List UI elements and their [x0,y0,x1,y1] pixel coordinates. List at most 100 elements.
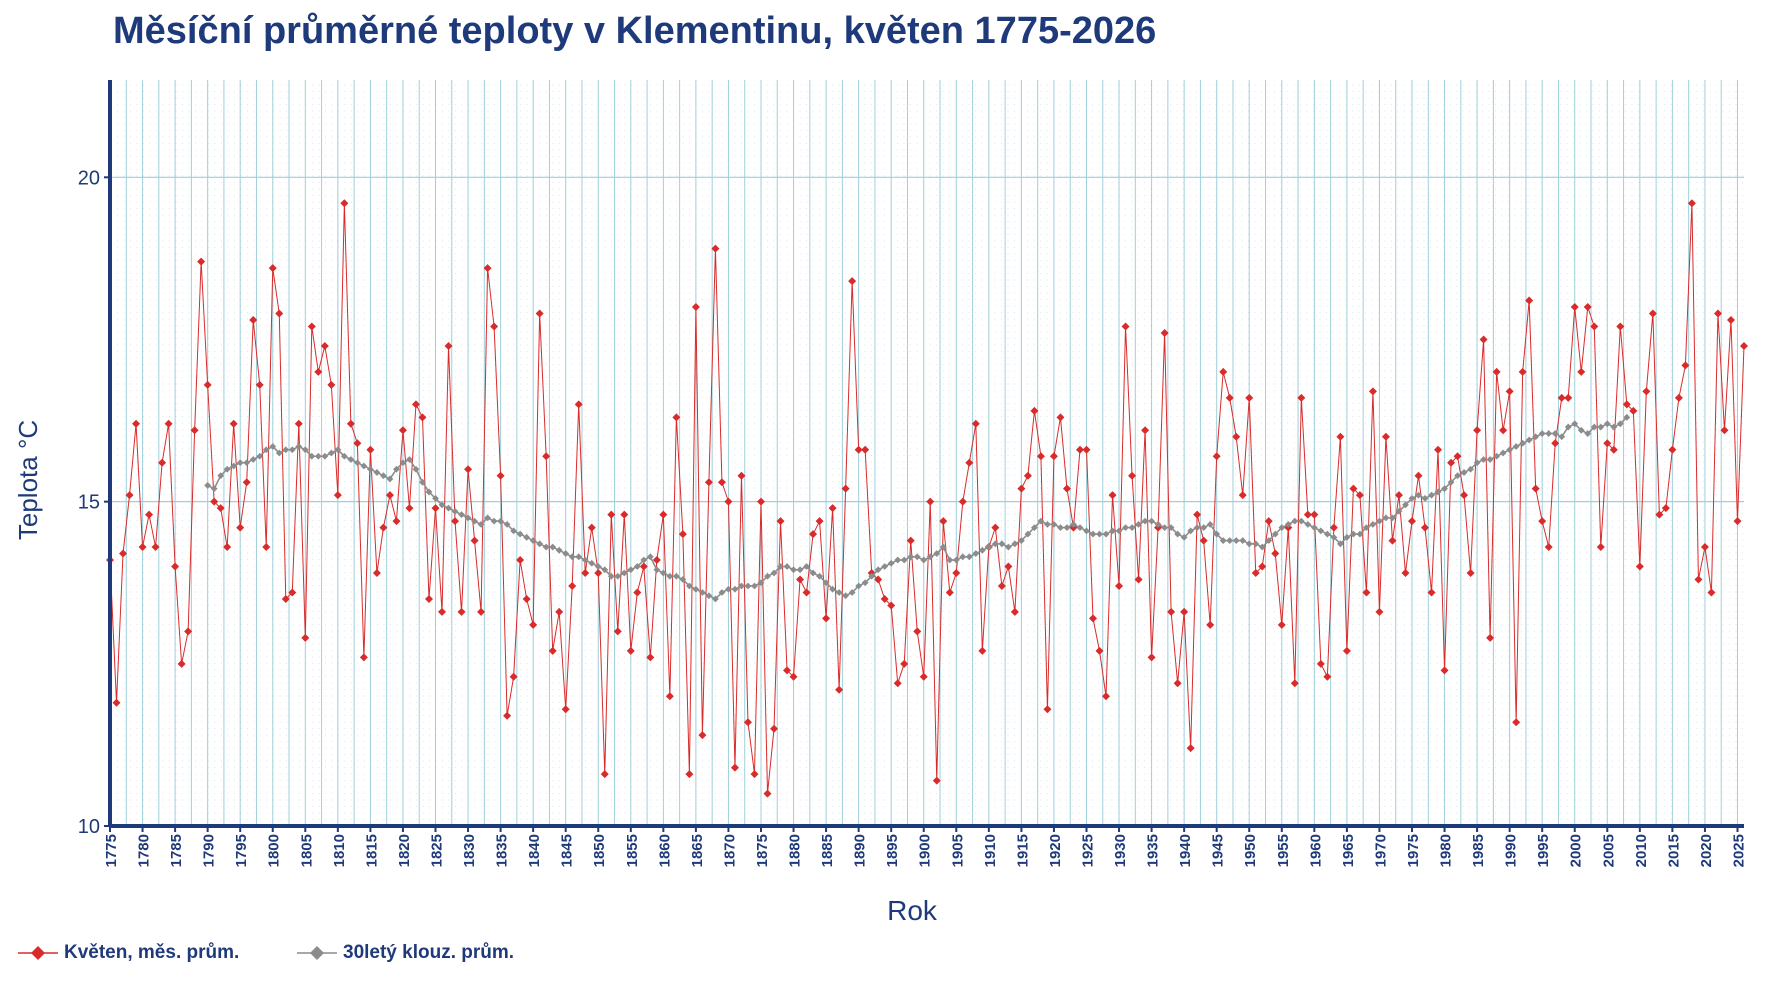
data-point [991,540,999,548]
data-point [744,582,752,590]
data-point [854,445,863,454]
data-point [756,497,765,506]
data-point [1499,426,1508,435]
data-point [633,588,642,597]
data-point [419,478,426,486]
x-tick-label: 1850 [591,834,608,867]
data-point [1408,495,1416,502]
data-point [1284,520,1292,528]
data-point [262,446,270,454]
data-point [112,698,121,707]
vertical-gridlines [125,80,1738,826]
data-point [1031,524,1038,531]
x-tick-labels: 1775 1780 1785 1790 1795 1800 1805 1810 1815 1820… [103,826,1747,867]
data-point [536,540,544,548]
data-point [945,588,954,597]
x-tick-label: 2020 [1698,834,1715,867]
data-point [555,607,564,616]
data-point [1239,537,1247,544]
data-point [1655,510,1664,519]
x-tick-label: 1880 [787,834,804,867]
data-point [432,495,439,502]
x-tick-label: 1995 [1535,834,1552,867]
data-point [1355,491,1364,500]
data-point [568,581,577,590]
x-tick-label: 1855 [624,834,641,867]
data-point [1577,367,1586,376]
data-point [503,520,511,528]
data-point [1089,614,1098,623]
data-point [1044,520,1051,528]
data-point [763,789,772,798]
data-point [1317,527,1325,535]
x-axis-label: Rok [887,895,938,926]
data-point [783,666,792,675]
data-point [1278,524,1286,531]
data-point [614,572,622,580]
x-tick-label: 1815 [363,834,380,867]
data-point [1304,520,1312,528]
data-point [1694,575,1703,584]
data-point [1082,445,1091,454]
data-point [1512,718,1521,727]
data-point [184,627,193,636]
data-point [1473,459,1481,467]
y-tick-labels: 10 15 20 [78,167,110,838]
data-point [542,452,551,461]
data-point [516,556,525,565]
data-point [334,446,342,454]
data-point [1342,646,1351,655]
data-point [868,572,876,580]
data-point [678,530,687,539]
x-tick-label: 1890 [852,834,869,867]
data-point [1011,540,1019,548]
data-point [633,563,641,570]
data-point [672,572,680,580]
data-point [881,563,889,570]
data-point [1115,527,1123,535]
x-tick-label: 1775 [103,834,120,867]
data-point [1363,524,1370,531]
data-point [431,504,440,513]
red-diamond-marker-icon [18,946,58,960]
data-point [613,627,622,636]
data-point [145,510,154,519]
data-point [490,322,499,331]
data-point [445,504,452,512]
data-point [809,569,817,577]
data-point [340,199,349,208]
x-tick-label: 1975 [1405,834,1422,867]
data-point [236,459,244,467]
x-tick-label: 1910 [982,834,999,867]
data-point [425,488,433,496]
data-point [828,504,837,513]
data-point [1532,433,1540,441]
data-point [249,316,258,325]
data-point [1584,430,1592,437]
data-point [444,341,453,350]
data-point [1148,517,1155,525]
data-point [458,511,465,519]
data-point [926,497,935,506]
data-point [451,507,459,515]
data-point [333,491,342,500]
data-point [679,576,687,583]
data-point [242,478,251,487]
data-point [1193,524,1201,531]
data-point [600,770,609,779]
data-point [646,653,655,662]
data-point [1063,524,1071,531]
data-point [1713,309,1722,318]
data-point [1414,471,1423,480]
data-point [874,566,882,574]
data-point [757,579,765,587]
data-point [594,569,603,578]
data-point [360,462,368,470]
data-point [1427,588,1436,597]
data-point [1622,400,1631,409]
data-point [561,705,570,714]
data-point [932,776,941,785]
data-point [913,627,922,636]
data-point [939,517,948,526]
data-point [705,592,713,600]
